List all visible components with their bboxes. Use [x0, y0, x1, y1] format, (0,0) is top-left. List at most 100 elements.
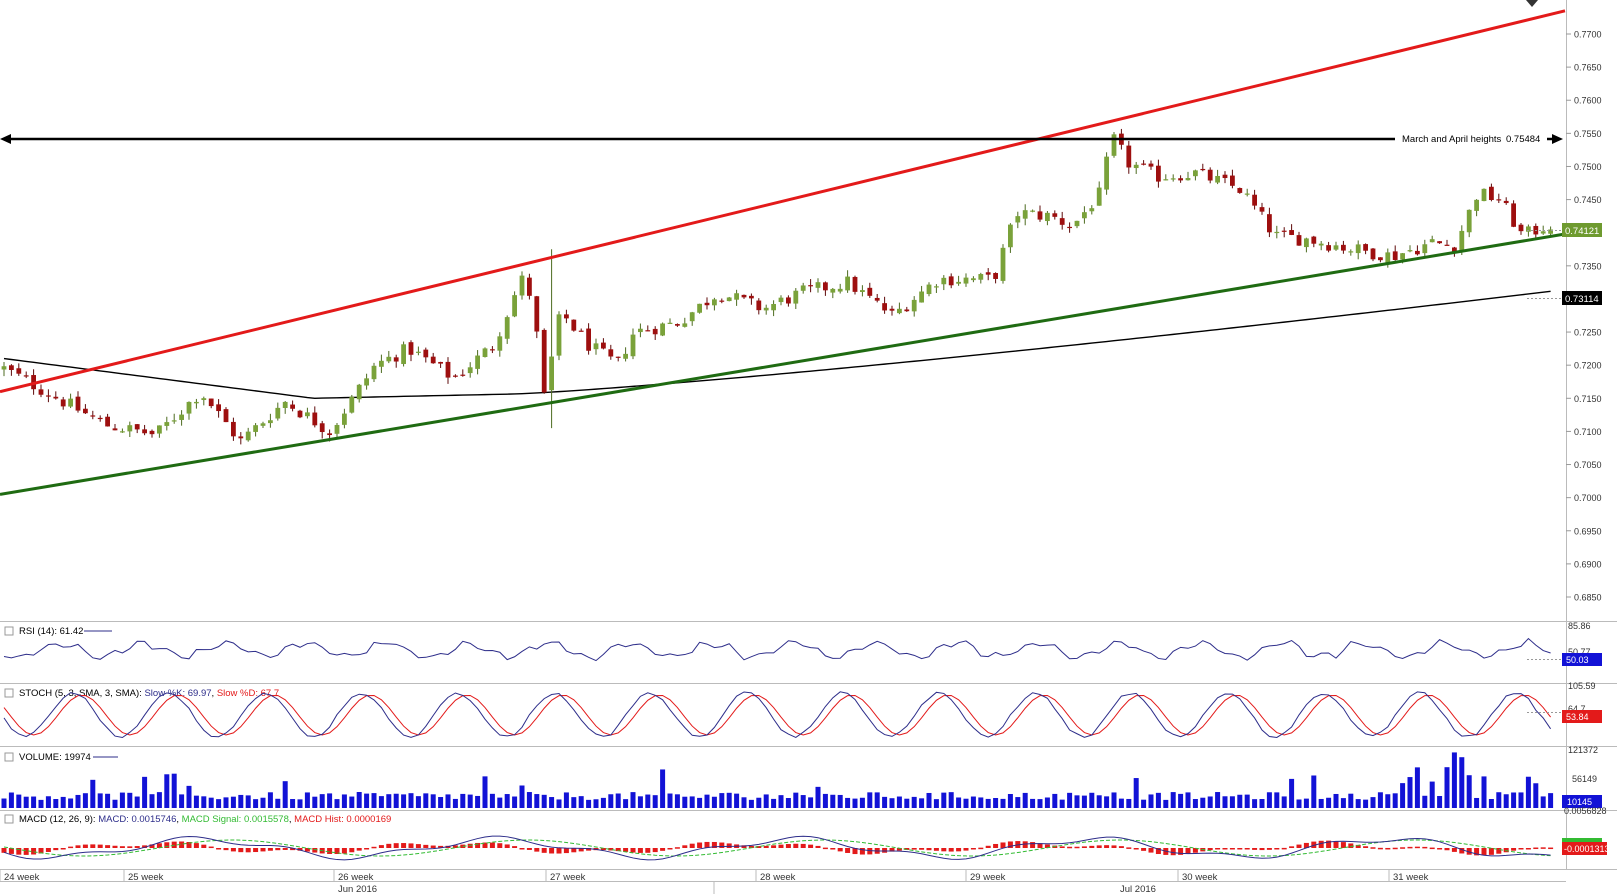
resistance-value: 0.75484 [1506, 134, 1540, 145]
macd-hist-bar [1540, 847, 1546, 849]
candle-body [467, 367, 473, 374]
macd-hist-bar [941, 848, 947, 852]
volume-bar [378, 796, 384, 808]
volume-top-value: 121372 [1568, 745, 1598, 755]
rsi-top-value: 85.86 [1568, 621, 1591, 631]
rsi-line [3, 637, 1551, 662]
candle-body [1074, 220, 1080, 227]
candle-body [408, 342, 414, 355]
volume-bar [1281, 796, 1287, 808]
volume-bar [1074, 795, 1080, 808]
macd-hist-bar [615, 848, 621, 852]
candle-body [786, 297, 791, 304]
volume-bar [896, 796, 902, 808]
candle-body [1429, 239, 1435, 243]
macd-hist-bar [1348, 843, 1354, 848]
macd-hist-bar [1474, 848, 1480, 856]
collapse-arrow-icon[interactable] [1526, 0, 1538, 7]
volume-bar [563, 792, 569, 808]
candle-body [1378, 257, 1383, 261]
macd-hist-bar [1481, 848, 1487, 856]
volume-bar [415, 796, 421, 808]
candle-body [756, 300, 762, 311]
candle-body [1215, 175, 1220, 183]
volume-bar [608, 794, 614, 808]
candle-body [430, 356, 436, 364]
candle-body [652, 328, 658, 335]
right-arrow-icon [1552, 134, 1563, 144]
candle-body [171, 420, 177, 422]
macd-hist-bar [1104, 845, 1110, 848]
macd-hist-bar [1170, 848, 1176, 856]
volume-bar [1229, 796, 1235, 808]
candle-body [1348, 251, 1354, 253]
macd-hist-bar [1133, 848, 1139, 850]
macd-hist-bar [1207, 848, 1213, 851]
week-label: 31 week [1393, 872, 1429, 883]
volume-bar [1170, 792, 1176, 808]
candle-body [556, 314, 562, 356]
candle-body [16, 368, 22, 374]
macd-hist-bar [1333, 841, 1339, 848]
volume-bar [549, 797, 555, 808]
macd-hist-bar [896, 848, 902, 851]
macd-hist-bar [105, 845, 111, 848]
volume-bar [852, 798, 858, 808]
candle-body [453, 375, 458, 377]
candle-body [1526, 226, 1531, 232]
macd-hist-bar [1437, 848, 1443, 850]
candle-body [1163, 179, 1169, 181]
price-tick-label: 0.7200 [1574, 361, 1602, 371]
volume-bar [978, 797, 984, 808]
candle-body [60, 399, 66, 407]
macd-hist-bar [371, 846, 377, 849]
volume-bar [1252, 799, 1258, 808]
volume-bar [1525, 776, 1531, 808]
macd-close-icon[interactable] [4, 814, 14, 824]
stoch-close-icon[interactable] [4, 688, 14, 698]
volume-bar [386, 794, 392, 808]
macd-hist-bar [1385, 847, 1391, 850]
candle-body [1459, 230, 1465, 252]
volume-bar [16, 794, 22, 808]
volume-bar [1318, 798, 1324, 808]
candle-body [1252, 194, 1257, 206]
rsi-close-icon[interactable] [4, 626, 14, 636]
week-label: 28 week [760, 872, 796, 883]
volume-close-icon[interactable] [4, 752, 14, 762]
candle-body [1355, 244, 1361, 254]
macd-hist-bar [327, 848, 333, 854]
stoch-top-value: 105.59 [1568, 681, 1596, 691]
volume-bar [904, 798, 910, 808]
candle-body [319, 423, 325, 433]
volume-bar [1133, 778, 1139, 808]
volume-bar [1474, 797, 1480, 808]
candle-body [1318, 243, 1324, 246]
candle-body [231, 421, 236, 437]
volume-bar [1533, 783, 1539, 808]
volume-bar [1422, 795, 1428, 808]
volume-bar [911, 796, 917, 808]
volume-bar [837, 794, 843, 808]
candle-body [1104, 156, 1109, 190]
candle-body [223, 409, 229, 423]
volume-current-value: 10145 [1567, 797, 1592, 807]
macd-hist-bar [208, 846, 214, 849]
candle-body [926, 284, 932, 295]
volume-bar [800, 795, 806, 808]
volume-bar [489, 793, 495, 808]
volume-bar [223, 797, 229, 808]
macd-hist-bar [948, 848, 954, 852]
macd-hist-bar [1355, 844, 1361, 848]
stoch-label: STOCH (5, 3, SMA, 3, SMA): Slow %K: 69.9… [19, 688, 279, 699]
volume-bar [1244, 794, 1250, 808]
volume-bar [822, 793, 828, 808]
macd-hist-bar [1274, 848, 1280, 850]
volume-bar [504, 794, 510, 808]
lower-trendline [0, 232, 1566, 496]
macd-line [3, 835, 1551, 861]
candle-body [194, 401, 199, 404]
macd-hist-bar [778, 844, 784, 848]
volume-bar [660, 769, 666, 808]
macd-hist-bar [1244, 848, 1250, 850]
